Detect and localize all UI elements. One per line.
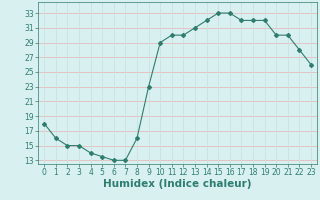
- X-axis label: Humidex (Indice chaleur): Humidex (Indice chaleur): [103, 179, 252, 189]
